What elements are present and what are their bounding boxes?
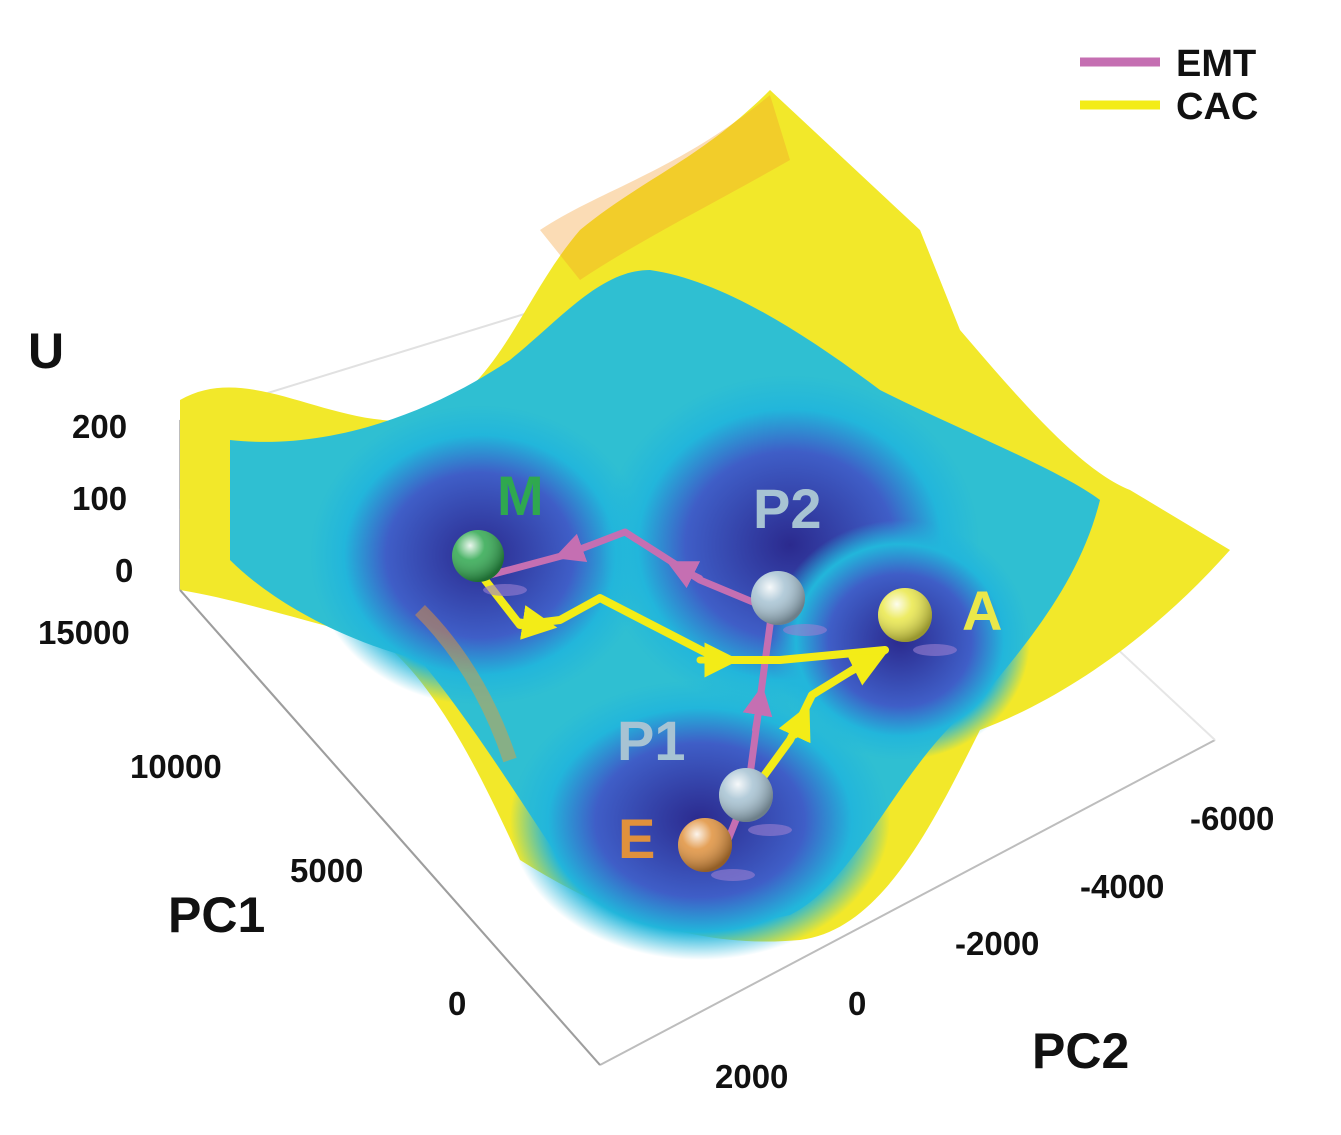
pc1-tick-label: 0	[448, 985, 466, 1022]
pc1-tick-label: 5000	[290, 852, 363, 889]
pc2-axis-label: PC2	[1032, 1023, 1129, 1079]
z-axis-label: U	[28, 323, 64, 379]
pc2-tick-label: -4000	[1080, 868, 1164, 905]
state-ball-a	[878, 588, 957, 656]
state-label-p1: P1	[617, 709, 686, 772]
state-label-a: A	[962, 579, 1002, 642]
state-ball-p1	[719, 768, 792, 836]
z-tick-label: 100	[72, 480, 127, 517]
state-ball-m	[452, 530, 527, 596]
state-ball-p2	[751, 571, 827, 636]
pc2-axis: 2000 0 -2000 -4000 -6000 PC2	[715, 800, 1274, 1095]
z-tick-label: 0	[115, 552, 133, 589]
state-markers	[452, 530, 957, 881]
pc1-axis: 15000 10000 5000 0 PC1	[38, 589, 601, 1066]
state-label-e: E	[618, 807, 655, 870]
legend-label-emt: EMT	[1176, 43, 1256, 85]
legend-label-cac: CAC	[1176, 86, 1258, 128]
state-label-p2: P2	[753, 477, 822, 540]
pc2-tick-label: 0	[848, 985, 866, 1022]
pc2-tick-label: -2000	[955, 925, 1039, 962]
legend: EMT CAC	[1080, 43, 1258, 128]
z-tick-label: 200	[72, 408, 127, 445]
z-axis: U 200 100 0	[28, 323, 133, 589]
pc1-axis-label: PC1	[168, 887, 265, 943]
state-labels: M P2 A P1 E	[497, 464, 1002, 870]
state-label-m: M	[497, 464, 544, 527]
pc1-tick-label: 10000	[130, 748, 222, 785]
pc2-tick-label: -6000	[1190, 800, 1274, 837]
state-ball-e	[678, 818, 755, 881]
pc2-tick-label: 2000	[715, 1058, 788, 1095]
pc1-tick-label: 15000	[38, 614, 130, 651]
